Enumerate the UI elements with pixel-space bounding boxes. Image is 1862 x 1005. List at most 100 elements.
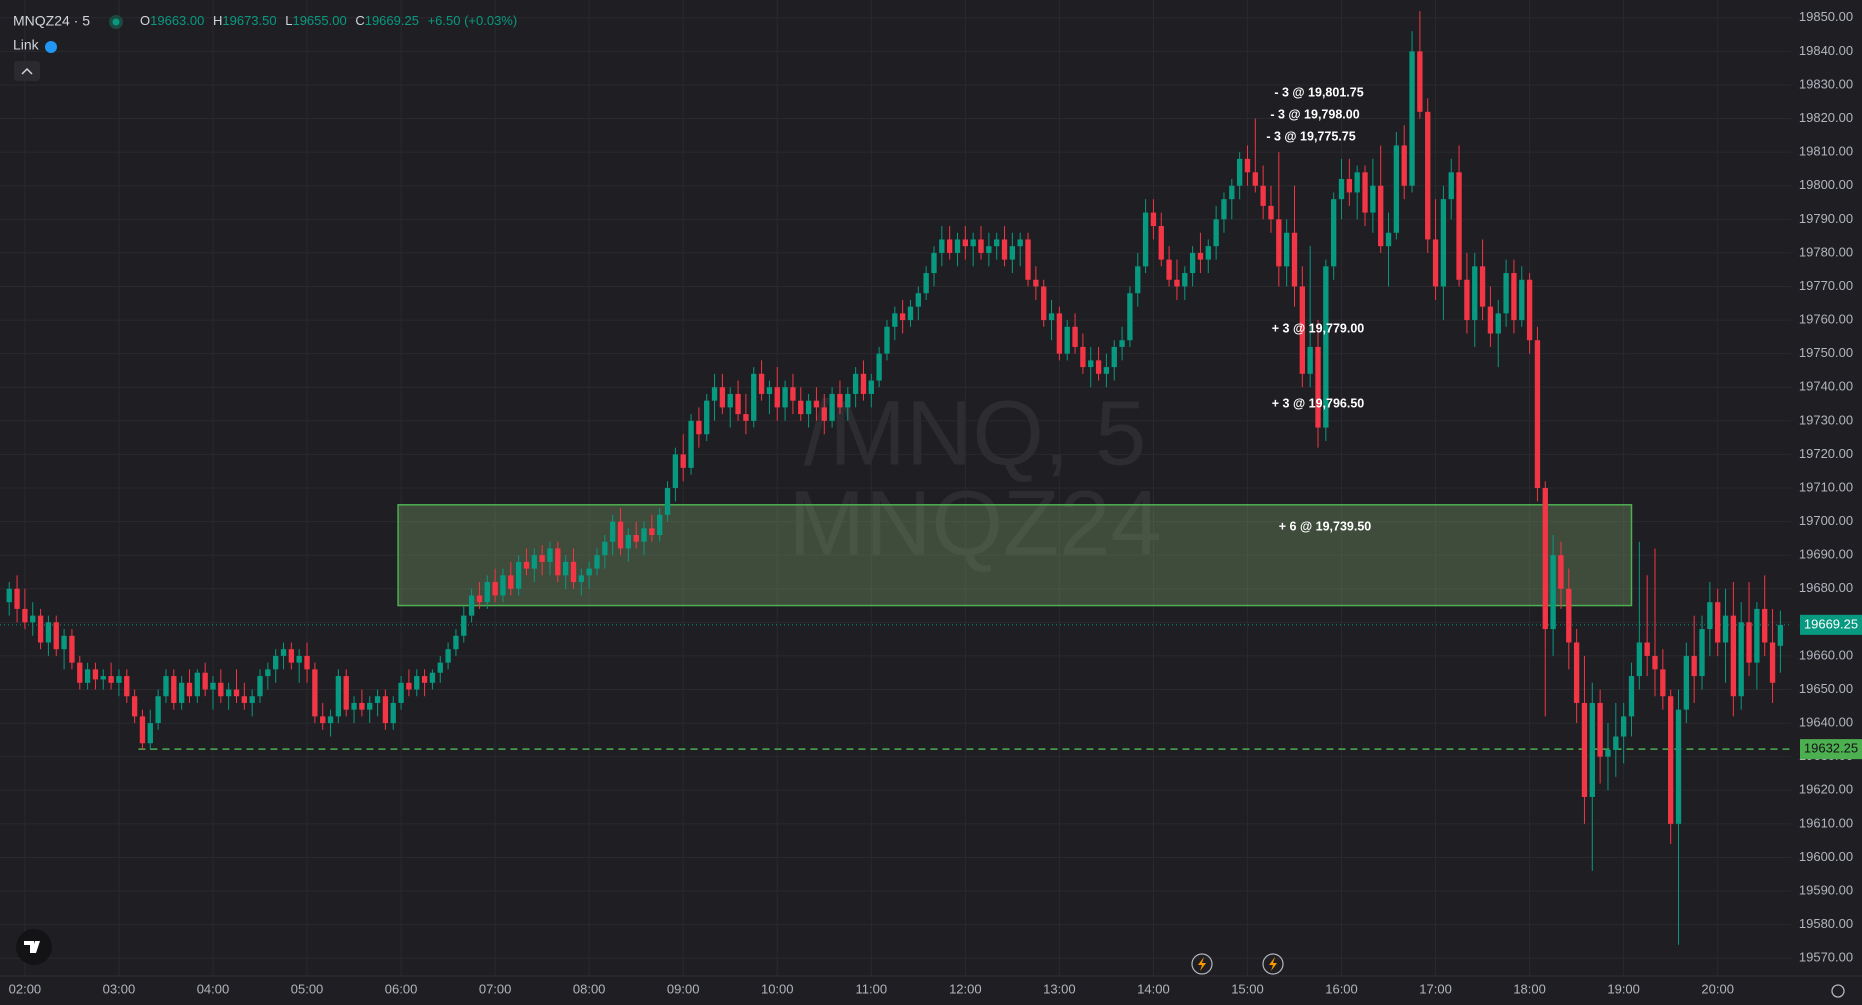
candle-body [1056, 313, 1063, 354]
y-tick-label: 19570.00 [1799, 950, 1853, 965]
candle-body [421, 676, 428, 683]
x-tick-label: 18:00 [1513, 981, 1546, 996]
candle-body [210, 682, 216, 690]
candle-body [837, 393, 843, 408]
candle-body [978, 239, 984, 253]
candle-body [77, 662, 83, 683]
event-icon[interactable] [1191, 953, 1213, 975]
candle-body [320, 716, 326, 724]
y-tick-label: 19730.00 [1799, 412, 1853, 427]
candle-body [1315, 346, 1321, 428]
candle-body [241, 696, 248, 703]
candle-body [116, 676, 122, 683]
candle-body [327, 716, 334, 724]
candle-body [1111, 346, 1117, 368]
event-icon[interactable] [1262, 953, 1284, 975]
candle-body [1573, 642, 1580, 703]
collapse-icon [21, 67, 33, 75]
collapse-button[interactable] [14, 61, 40, 81]
x-tick-label: 02:00 [9, 981, 42, 996]
candle-body [45, 622, 52, 643]
candle-body [562, 561, 569, 576]
close: 19669.25 [365, 13, 419, 28]
settings-icon[interactable] [1831, 984, 1845, 998]
candle-body [69, 635, 75, 663]
candle-body [633, 535, 639, 542]
current-price-box [1800, 614, 1862, 635]
candle-body [1722, 615, 1729, 643]
candle-body [735, 393, 741, 415]
candle-body [1017, 239, 1023, 247]
l-key: L [285, 13, 292, 28]
candle-body [1597, 702, 1603, 757]
candle-body [1127, 293, 1133, 341]
candle-body [664, 488, 671, 515]
candle-body [1628, 676, 1635, 717]
candle-body [92, 669, 99, 680]
y-tick-label: 19840.00 [1799, 43, 1853, 58]
level-price-label: 19632.25 [1804, 741, 1858, 756]
candle-body [1417, 51, 1423, 112]
candle-body [1362, 172, 1368, 213]
candle-body [445, 649, 451, 663]
candle-body [1205, 246, 1211, 260]
candle-body [1534, 340, 1541, 488]
candle-body [1229, 185, 1235, 200]
candle-body [390, 702, 396, 724]
candle-body [163, 676, 169, 697]
candle-body [218, 682, 224, 697]
candle-body [680, 454, 686, 468]
c-key: C [355, 13, 364, 28]
candle-body [1370, 185, 1376, 213]
candle-body [186, 682, 193, 697]
candle-body [578, 575, 584, 583]
candle-body [751, 373, 757, 421]
candle-body [406, 682, 412, 690]
candle-body [1009, 246, 1016, 260]
candle-body [359, 702, 365, 710]
candle-body [947, 239, 953, 253]
candle-body [962, 239, 969, 247]
candle-body [594, 555, 600, 569]
candle-body [6, 588, 12, 603]
y-tick-label: 19580.00 [1799, 916, 1853, 931]
trade-label: - 3 @ 19,798.00 [1270, 107, 1359, 121]
link-dot[interactable] [45, 41, 57, 53]
candle-body [1448, 172, 1454, 200]
candle-body [147, 723, 153, 744]
candle-body [986, 246, 992, 253]
x-tick-label: 17:00 [1419, 981, 1452, 996]
candle-body [617, 521, 624, 549]
candle-body [899, 313, 906, 321]
y-tick-label: 19650.00 [1799, 681, 1853, 696]
candle-body [1025, 239, 1031, 280]
candle-body [367, 702, 373, 710]
candle-body [1252, 172, 1258, 186]
candle-body [1346, 179, 1353, 193]
candle-body [398, 682, 404, 703]
trade-label: - 3 @ 19,801.75 [1274, 85, 1363, 99]
candle-body [1033, 279, 1039, 287]
candle-body [539, 555, 545, 562]
level-price-box [1800, 739, 1862, 760]
candle-body [1268, 205, 1274, 220]
y-tick-label: 19610.00 [1799, 815, 1853, 830]
candle-body [1142, 212, 1149, 267]
candle-body [1464, 279, 1470, 321]
candle-body [1558, 555, 1564, 589]
candle-body [1777, 624, 1784, 646]
y-tick-label: 19640.00 [1799, 715, 1853, 730]
candle-body [351, 702, 357, 710]
link-label[interactable]: Link [13, 37, 40, 53]
candle-body [1182, 273, 1188, 287]
plot: - 3 @ 19,801.75 - 3 @ 19,798.00 - 3 @ 19,7… [0, 11, 1791, 945]
candle-body [641, 528, 647, 542]
candle-body [1762, 608, 1768, 643]
candle-body [860, 373, 867, 394]
candle-body [1613, 736, 1619, 750]
candle-body [1041, 286, 1047, 321]
x-tick-label: 05:00 [291, 981, 324, 996]
candle-body [727, 393, 733, 408]
candle-body [225, 689, 232, 697]
